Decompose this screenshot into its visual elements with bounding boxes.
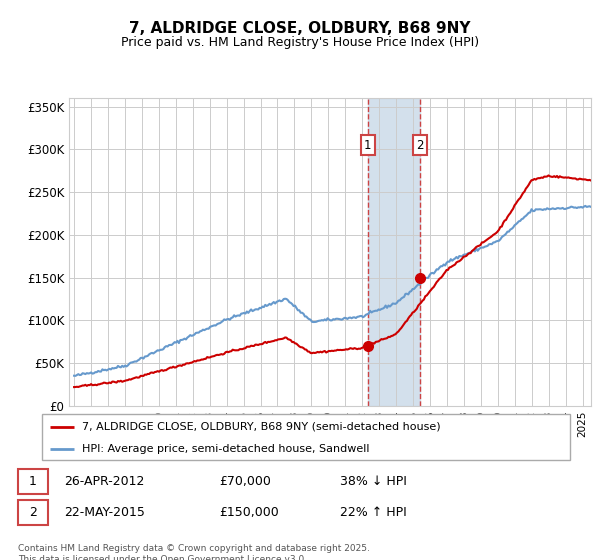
Text: 2: 2 [416, 138, 424, 152]
Text: Contains HM Land Registry data © Crown copyright and database right 2025.
This d: Contains HM Land Registry data © Crown c… [18, 544, 370, 560]
Text: 1: 1 [364, 138, 371, 152]
Text: 22% ↑ HPI: 22% ↑ HPI [340, 506, 407, 519]
Text: 2: 2 [29, 506, 37, 519]
Text: 38% ↓ HPI: 38% ↓ HPI [340, 475, 407, 488]
Text: £70,000: £70,000 [220, 475, 271, 488]
FancyBboxPatch shape [42, 414, 570, 460]
Text: 26-APR-2012: 26-APR-2012 [64, 475, 144, 488]
FancyBboxPatch shape [18, 500, 48, 525]
Text: HPI: Average price, semi-detached house, Sandwell: HPI: Average price, semi-detached house,… [82, 444, 369, 454]
Text: £150,000: £150,000 [220, 506, 279, 519]
Text: Price paid vs. HM Land Registry's House Price Index (HPI): Price paid vs. HM Land Registry's House … [121, 36, 479, 49]
Text: 22-MAY-2015: 22-MAY-2015 [64, 506, 145, 519]
Text: 7, ALDRIDGE CLOSE, OLDBURY, B68 9NY (semi-detached house): 7, ALDRIDGE CLOSE, OLDBURY, B68 9NY (sem… [82, 422, 440, 432]
FancyBboxPatch shape [18, 469, 48, 494]
Text: 1: 1 [29, 475, 37, 488]
Text: 7, ALDRIDGE CLOSE, OLDBURY, B68 9NY: 7, ALDRIDGE CLOSE, OLDBURY, B68 9NY [129, 21, 471, 36]
Bar [368, 98, 419, 406]
